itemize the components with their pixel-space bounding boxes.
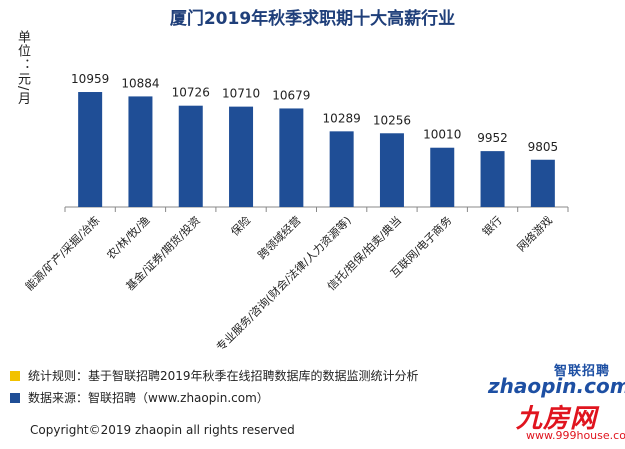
- bar-value-label: 10010: [423, 128, 461, 142]
- y-axis-unit: 单位：元/月: [15, 30, 30, 106]
- yellow-square-icon: [10, 370, 20, 381]
- bar: [279, 108, 304, 207]
- bar-value-label: 9952: [477, 131, 508, 145]
- bar: [329, 131, 354, 207]
- bar: [530, 159, 555, 207]
- bar-value-label: 10726: [172, 86, 210, 100]
- bar-value-label: 10289: [323, 111, 361, 125]
- 999house-logo-cn: 九房网: [516, 404, 598, 434]
- bar: [78, 92, 103, 207]
- bar: [178, 105, 203, 207]
- data-source-note: 数据来源：智联招聘（www.zhaopin.com）: [10, 389, 269, 406]
- stat-rule-note: 统计规则：基于智联招聘2019年秋季在线招聘数据库的数据监测统计分析: [10, 367, 419, 384]
- copyright-text: Copyright©2019 zhaopin all rights reserv…: [30, 423, 295, 437]
- bar: [229, 106, 254, 207]
- bar: [128, 96, 153, 207]
- bar-value-label: 10679: [272, 88, 310, 102]
- bar: [480, 151, 505, 207]
- data-source-text: 数据来源：智联招聘（www.zhaopin.com）: [28, 391, 269, 405]
- bar-value-label: 10959: [71, 72, 109, 86]
- x-tick-label: 能源/矿产/采掘/冶炼: [22, 213, 102, 293]
- x-tick-label: 银行: [479, 213, 504, 238]
- x-tick-label: 农/林/牧/渔: [104, 213, 153, 262]
- zhaopin-logo-en: zhaopin.com: [488, 374, 625, 398]
- stat-rule-text: 统计规则：基于智联招聘2019年秋季在线招聘数据库的数据监测统计分析: [28, 369, 419, 383]
- bar-value-label: 10884: [121, 76, 159, 90]
- bar: [379, 133, 404, 207]
- zhaopin-logo: 智联招聘 zhaopin.com: [488, 360, 625, 400]
- zhaopin-logo-cn: 智联招聘: [553, 364, 610, 379]
- bar-value-label: 10710: [222, 87, 260, 101]
- bar-value-label: 9805: [528, 140, 559, 154]
- 999house-logo-url: www.999house.com: [526, 429, 625, 442]
- chart-title: 厦门2019年秋季求职期十大高薪行业: [169, 9, 456, 29]
- x-tick-label: 跨领域经营: [255, 213, 304, 262]
- bar-chart: 10959能源/矿产/采掘/冶炼10884农/林/牧/渔10726基金/证券/期…: [22, 72, 569, 354]
- x-tick-label: 网络游戏: [514, 213, 555, 254]
- bar: [430, 147, 455, 207]
- blue-square-icon: [10, 392, 20, 403]
- x-tick-label: 保险: [228, 213, 253, 238]
- 999house-logo: 九房网 www.999house.com: [498, 398, 625, 446]
- bar-value-label: 10256: [373, 113, 411, 127]
